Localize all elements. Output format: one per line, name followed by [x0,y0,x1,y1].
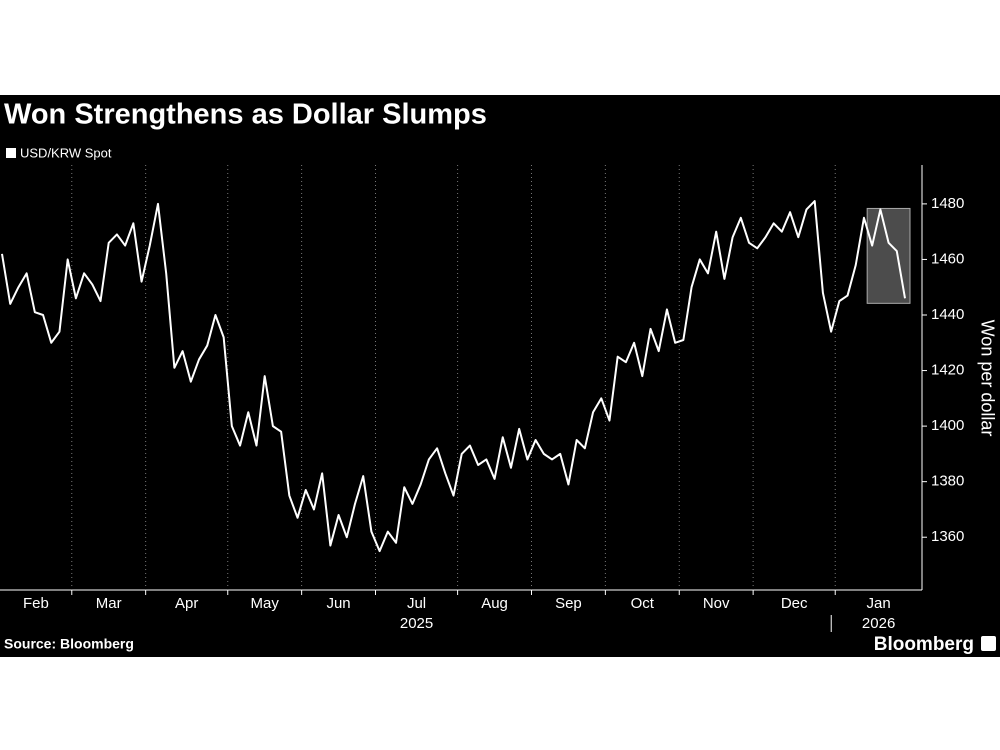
x-tick-label: Sep [555,595,582,612]
y-tick-label: 1480 [931,195,964,212]
chart-background [0,95,1000,657]
x-tick-label: Jun [326,595,350,612]
y-tick-label: 1440 [931,306,964,323]
source: Source: Bloomberg [4,636,134,652]
legend-swatch [6,148,16,158]
legend-label: USD/KRW Spot [20,145,112,160]
x-tick-label: Feb [23,595,49,612]
chart-title: Won Strengthens as Dollar Slumps [4,99,487,131]
data-line [1,200,906,553]
y-tick-label: 1400 [931,417,964,434]
year-label: 2026 [862,615,895,632]
x-tick-label: Nov [703,595,730,612]
x-tick-label: Jul [407,595,426,612]
y-tick-label: 1360 [931,528,964,545]
y-tick-label: 1420 [931,362,964,379]
brand: Bloomberg [874,634,974,655]
y-tick-label: 1460 [931,250,964,267]
y-axis-label: Won per dollar [977,320,997,437]
x-tick-label: Oct [631,595,655,612]
x-tick-label: Dec [781,595,808,612]
brand-icon [981,636,996,651]
x-tick-label: May [251,595,280,612]
year-label: 2025 [400,615,433,632]
y-tick-label: 1380 [931,473,964,490]
x-tick-label: Jan [867,595,891,612]
x-tick-label: Apr [175,595,198,612]
x-tick-label: Mar [96,595,122,612]
x-tick-label: Aug [481,595,508,612]
